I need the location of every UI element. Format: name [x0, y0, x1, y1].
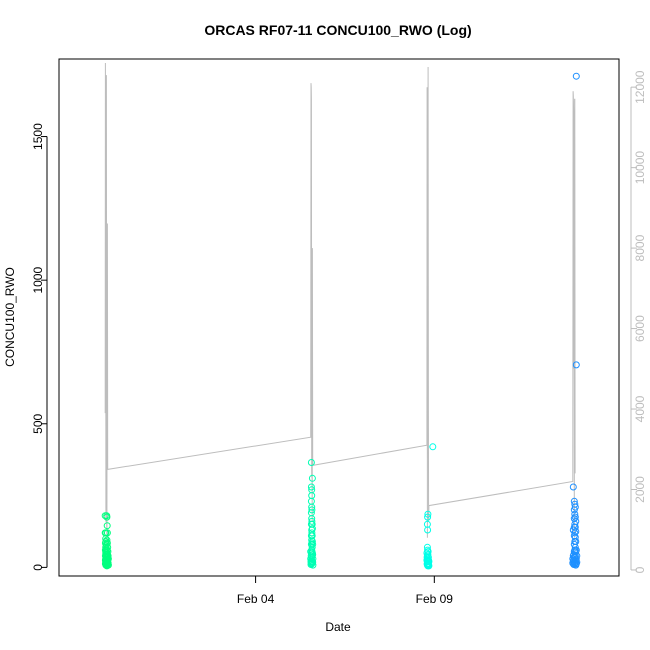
scatter-point [424, 526, 432, 534]
scatter-point [308, 520, 316, 528]
scatter-point [425, 562, 433, 570]
scatter-point [104, 548, 112, 556]
x-tick-label: Feb 04 [237, 592, 275, 606]
scatter-point [103, 536, 111, 544]
scatter-point [104, 561, 112, 569]
scatter-point [103, 529, 111, 537]
secondary-series-line [104, 62, 576, 558]
scatter-point [571, 510, 579, 518]
y-tick-label: 0 [31, 564, 45, 571]
scatter-point [308, 506, 316, 514]
scatter-point [569, 483, 577, 491]
scatter-point [103, 513, 111, 521]
scatter-point [103, 522, 111, 530]
y2-tick-label: 8000 [633, 234, 647, 261]
scatter-point [307, 483, 315, 491]
scatter-point [308, 538, 316, 545]
x-tick-label: Feb 09 [416, 592, 454, 606]
scatter-point [308, 503, 316, 511]
scatter-point [572, 538, 580, 545]
points-layer [101, 72, 581, 570]
scatter-point [308, 517, 316, 525]
y-axis-label: CONCU100_RWO [3, 267, 17, 367]
scatter-point [309, 561, 317, 569]
y-tick-label: 1500 [31, 123, 45, 150]
y2-tick-label: 6000 [633, 315, 647, 342]
y2-tick-label: 12000 [633, 70, 647, 104]
scatter-point [104, 543, 112, 551]
scatter-point [307, 459, 315, 466]
scatter-point [572, 555, 580, 563]
y-tick-label: 1000 [31, 267, 45, 294]
scatter-point [425, 558, 433, 566]
secondary-line-layer [104, 62, 576, 558]
scatter-point [103, 539, 111, 547]
scatter-point [571, 503, 579, 511]
scatter-point [309, 551, 317, 558]
scatter-point [307, 497, 315, 505]
y-tick-label: 500 [31, 413, 45, 433]
scatter-point [572, 528, 580, 535]
y2-tick-label: 4000 [633, 395, 647, 422]
scatter-point [423, 543, 431, 551]
scatter-point [572, 361, 580, 369]
scatter-point [571, 500, 579, 508]
x-axis-label: Date [325, 620, 351, 634]
scatter-point [308, 474, 316, 482]
scatter-point [572, 72, 580, 80]
scatter-point [309, 558, 317, 566]
plot-frame [58, 58, 620, 577]
scatter-point [571, 520, 579, 528]
scatter-point [309, 540, 317, 548]
scatter-point [308, 492, 316, 500]
axis-layer: 0 500 1000 1500 0 2000 4000 6000 8000 10000 12000 F… [31, 70, 647, 606]
scatter-point [308, 529, 316, 537]
scatter-point [429, 443, 437, 451]
chart-title: ORCAS RF07-11 CONCU100_RWO (Log) [204, 22, 471, 38]
y2-tick-label: 10000 [633, 151, 647, 185]
y2-tick-label: 0 [633, 566, 647, 573]
scatter-point [424, 513, 432, 521]
y2-tick-label: 2000 [633, 476, 647, 503]
scatter-point [104, 552, 112, 560]
scatter-point [572, 517, 580, 525]
scatter-point [573, 558, 581, 566]
scatter-point [424, 510, 432, 518]
scatter-point [571, 513, 579, 521]
scatter-point [308, 525, 316, 533]
